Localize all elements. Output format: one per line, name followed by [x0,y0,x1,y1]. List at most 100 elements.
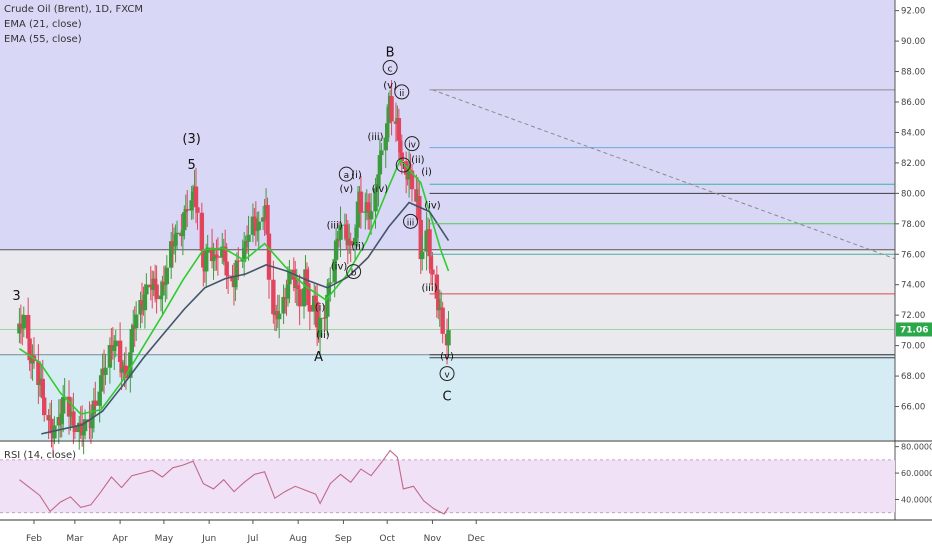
candle-body [161,281,167,285]
candle-body [199,212,205,251]
wave-label: (i) [315,303,326,314]
price-tick-label: 90.00 [901,37,925,47]
candle-body [352,237,358,246]
time-tick-label: Apr [112,534,128,544]
candle-body [236,260,241,262]
candle-body [119,362,124,373]
candle-body [215,256,221,258]
rsi-legend[interactable]: RSI (14, close) [4,450,77,461]
candle-body [246,234,251,242]
price-tick-label: 70.00 [901,342,925,352]
candle-body [79,423,85,436]
candle-body [117,340,123,363]
candle-body [304,269,310,284]
candle-body [205,247,210,253]
wave-label-circle-18 [394,84,410,100]
candle-body [355,201,361,228]
candle-body [314,301,320,328]
wave-label: B [386,45,395,60]
time-tick-label: Nov [424,534,442,544]
time-tick-label: May [155,534,174,544]
time-tick-label: Feb [26,534,42,544]
wave-label: C [442,389,451,404]
candle-body [332,259,337,283]
candle-body [112,346,117,351]
candle-body [109,345,114,347]
candle-body [182,212,187,231]
candle-body [440,307,445,334]
wave-label: c [388,65,393,75]
symbol-legend[interactable]: Crude Oil (Brent), 1D, FXCM [4,4,143,15]
candle-body [123,365,129,378]
rsi-tick-label: 80.0000 [901,443,932,452]
candles-group [17,80,451,457]
price-tick-label: 66.00 [901,403,925,413]
candle-body [354,227,359,238]
candle-body [113,340,118,347]
candle-body [295,285,301,290]
candle-body [49,418,54,434]
ema21-line [18,158,450,415]
time-tick-label: Sep [335,534,352,544]
wave-label: (v) [339,184,353,195]
candle-body [98,375,104,392]
rsi-band [0,459,895,513]
candle-body [230,275,235,282]
candle-body [366,202,371,211]
candle-body [46,415,51,421]
wave-label: a [344,171,350,181]
wave-label: (iii) [327,220,343,231]
candle-body [71,411,76,426]
candle-body [389,96,394,122]
candle-body [81,431,86,436]
price-tick-label: 74.00 [901,281,925,291]
candle-body [313,295,318,302]
candle-body [383,137,388,151]
price-tick-label: 92.00 [901,7,925,17]
candle-body [42,397,47,416]
candle-body [37,383,43,386]
candle-body [138,300,143,315]
candle-body [209,247,215,262]
candle-body [77,422,82,433]
price-tick-label: 88.00 [901,68,925,78]
candle-body [348,240,353,246]
candle-body [377,155,383,175]
candle-body [428,256,434,270]
wave-label: ii [399,89,404,99]
candle-body [201,250,206,268]
candle-body [195,207,200,213]
wave-label: (ii) [316,330,329,341]
candle-body [250,216,256,235]
candle-body [60,397,66,414]
candle-body [255,230,260,232]
wave-label-circle-27 [439,366,455,382]
wave-label: iii [407,218,415,228]
candle-body [154,284,159,300]
price-tick-label: 82.00 [901,159,925,169]
candle-body [424,230,429,252]
candle-body [204,252,209,272]
price-axis-bg [895,0,932,550]
candle-body [398,140,403,153]
ema21-legend[interactable]: EMA (21, close) [4,19,82,30]
candle-body [285,284,291,299]
wave-label: (ii) [411,155,424,166]
candle-body [90,413,95,429]
wave-label: (ii) [351,242,364,253]
ema55-legend[interactable]: EMA (55, close) [4,34,82,45]
candle-body [323,316,329,318]
candle-body [68,415,73,417]
candle-body [193,186,199,208]
candle-body [326,283,332,295]
price-tick-label: 68.00 [901,372,925,382]
candle-body [173,234,178,246]
wave-label: v [444,371,450,381]
candle-body [129,328,134,353]
candle-body [333,241,339,260]
candle-body [163,284,168,286]
rsi-line [19,449,449,515]
wave-label: 5 [187,158,195,173]
